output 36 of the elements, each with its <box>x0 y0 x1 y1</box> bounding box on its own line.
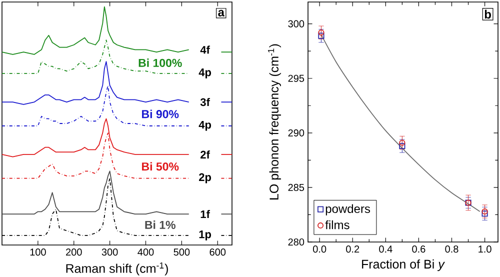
y-tick-label: 290 <box>288 129 304 136</box>
x-tick-label: 200 <box>66 248 82 256</box>
x-tick-label: 400 <box>138 248 154 256</box>
annotation: Bi 100% <box>138 58 182 67</box>
series-label: 2f <box>200 150 210 158</box>
series-label: 4f <box>200 46 210 54</box>
series-label: 2p <box>199 173 212 184</box>
legend-label: films <box>325 220 350 230</box>
x-tick-label: 1.0 <box>478 246 492 253</box>
series-label: 4p <box>198 120 212 131</box>
y-tick-label: 280 <box>288 238 304 246</box>
annotation: a <box>218 10 225 16</box>
x-axis-title: Raman shift (cm$^{-1}$) <box>66 262 168 276</box>
series-label: 1f <box>200 210 210 218</box>
annotation: Bi 50% <box>142 162 179 171</box>
series-label: 3f <box>200 98 210 106</box>
x-tick-label: 0.8 <box>445 246 458 253</box>
x-tick-label: 0.4 <box>379 246 392 253</box>
x-axis-title: Fraction of Bi y <box>362 259 445 272</box>
x-tick-label: 500 <box>174 248 190 256</box>
x-tick-label: 300 <box>102 248 118 256</box>
legend-label: powders <box>326 204 370 216</box>
x-tick-label: 100 <box>30 248 46 256</box>
annotation: Bi 1% <box>145 220 176 229</box>
y-tick-label: 295 <box>288 74 304 82</box>
annotation: b <box>484 10 491 19</box>
y-tick-label: 300 <box>288 20 304 28</box>
x-tick-label: 0.0 <box>313 246 326 253</box>
series-label: 4p <box>198 68 212 78</box>
x-tick-label: 0.2 <box>346 246 360 253</box>
legend-label: 1p <box>199 230 212 240</box>
y-tick-label: 285 <box>288 184 304 191</box>
annotation: Bi 90% <box>142 110 179 118</box>
y-axis-title: LO phonon frequency (cm$^{-1}$) <box>268 44 281 200</box>
x-tick-label: 600 <box>210 248 226 256</box>
x-tick-label: 0.6 <box>412 246 426 253</box>
